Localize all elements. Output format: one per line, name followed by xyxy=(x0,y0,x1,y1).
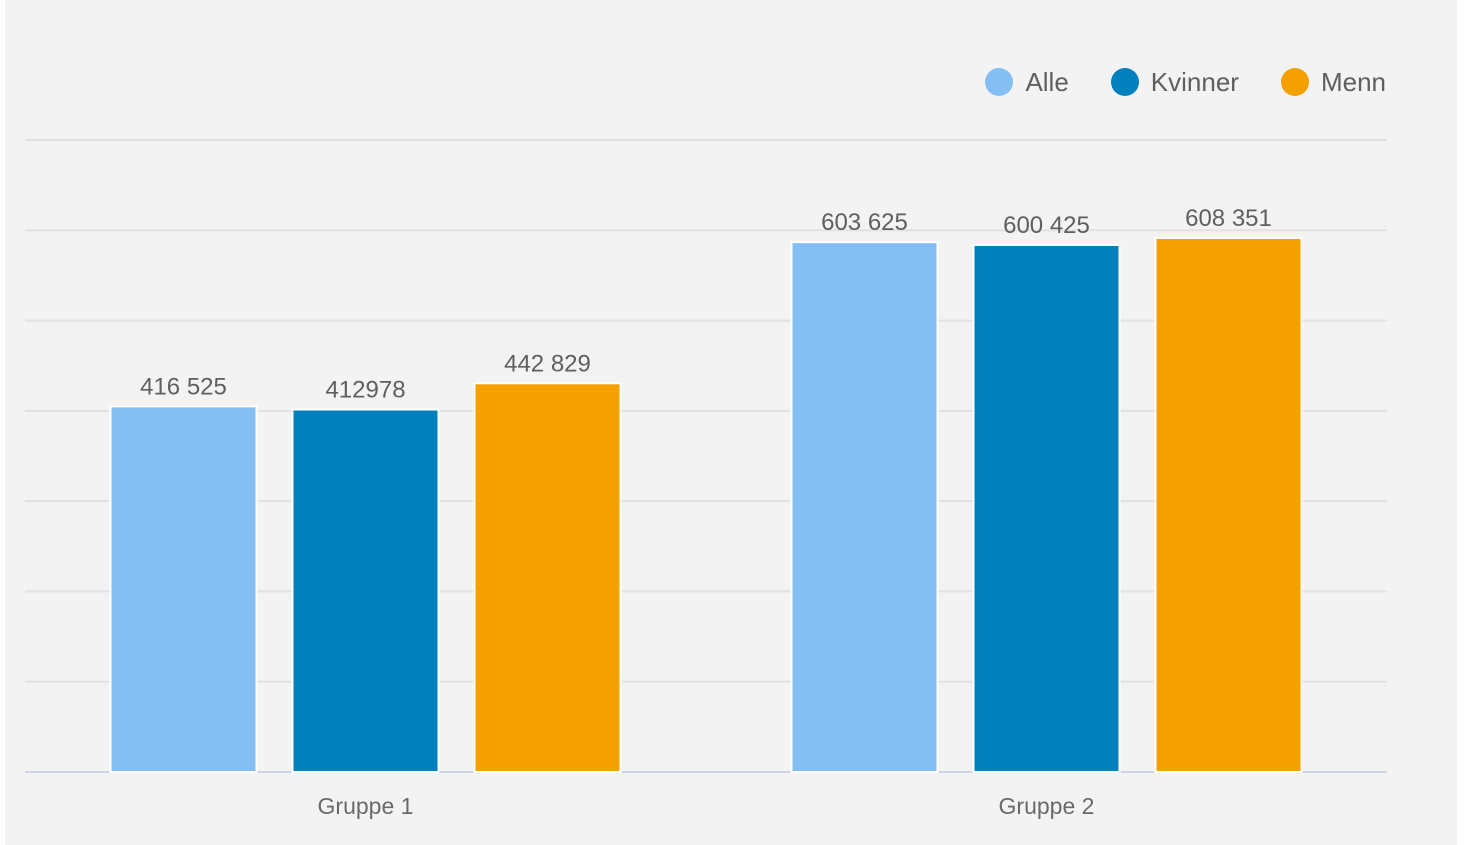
x-tick-label: Gruppe 1 xyxy=(318,793,414,819)
legend-label-kvinner: Kvinner xyxy=(1150,67,1239,97)
legend-dot-kvinner xyxy=(1110,68,1139,96)
bar-alle-2 xyxy=(790,241,939,774)
bar-kvinner-2 xyxy=(972,243,1121,774)
legend-item-menn[interactable]: Menn xyxy=(1280,62,1386,102)
data-label: 603 625 xyxy=(821,209,908,236)
legend-item-alle[interactable]: Alle xyxy=(985,62,1069,102)
legend-dot-alle xyxy=(985,68,1014,96)
bar-menn-1 xyxy=(473,382,622,773)
bar-alle-1 xyxy=(109,405,258,773)
legend-label-menn: Menn xyxy=(1320,67,1386,97)
chart-legend: Alle Kvinner Menn xyxy=(985,62,1386,102)
legend-label-alle: Alle xyxy=(1025,67,1069,97)
data-label: 442 829 xyxy=(504,350,591,377)
x-tick-label: Gruppe 2 xyxy=(999,793,1095,819)
data-label: 412978 xyxy=(325,376,405,403)
bar-menn-2 xyxy=(1154,237,1303,774)
legend-dot-menn xyxy=(1280,68,1309,96)
bar-kvinner-1 xyxy=(291,408,440,773)
legend-item-kvinner[interactable]: Kvinner xyxy=(1110,62,1239,102)
data-label: 608 351 xyxy=(1185,205,1272,232)
data-label: 600 425 xyxy=(1003,212,1090,239)
data-label: 416 525 xyxy=(140,373,227,400)
